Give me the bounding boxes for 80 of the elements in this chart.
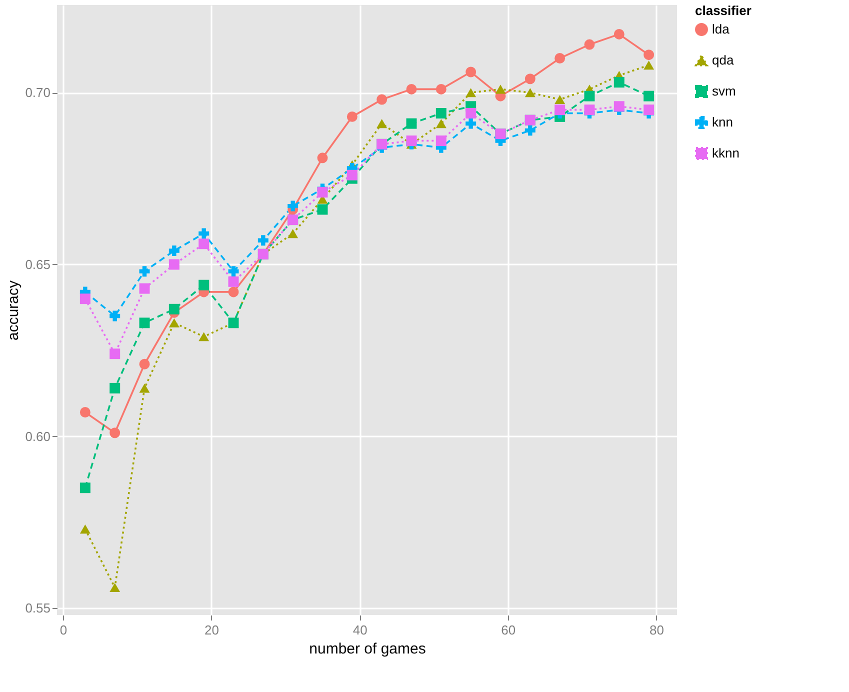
point: [406, 118, 417, 129]
x-tick-label: 40: [352, 622, 368, 638]
point: [436, 108, 446, 118]
point: [614, 28, 624, 40]
legend-title: classifier: [695, 3, 752, 18]
point: [644, 60, 654, 70]
x-tick-label: 0: [60, 622, 68, 638]
point: [554, 94, 566, 104]
legend-label: kknn: [712, 146, 740, 160]
point: [80, 294, 90, 304]
point: [524, 74, 536, 84]
point: [110, 382, 120, 394]
point: [436, 119, 446, 128]
point: [584, 104, 595, 116]
point: [228, 286, 239, 298]
x-tick-label: 60: [501, 622, 516, 638]
point: [139, 358, 150, 370]
point: [466, 88, 476, 98]
point: [139, 384, 150, 393]
point: [198, 280, 210, 290]
legend-label: svm: [712, 84, 736, 98]
point: [466, 66, 476, 78]
y-axis-title: accuracy: [5, 280, 22, 341]
point: [554, 53, 566, 64]
point: [139, 266, 150, 277]
legend-label: lda: [712, 22, 730, 36]
point: [644, 104, 654, 116]
point: [168, 245, 180, 256]
point: [258, 235, 268, 246]
point: [376, 119, 388, 128]
point: [168, 318, 180, 328]
point: [80, 482, 90, 494]
point: [317, 152, 328, 164]
point: [466, 108, 476, 118]
point: [495, 84, 506, 94]
point: [346, 170, 358, 180]
point: [110, 348, 120, 360]
point: [524, 125, 536, 136]
x-tick-label: 20: [204, 622, 219, 638]
point: [376, 94, 388, 105]
point: [584, 90, 595, 102]
point: [346, 111, 358, 122]
point: [614, 101, 624, 112]
point: [139, 318, 150, 328]
x-axis-title: number of games: [309, 640, 426, 658]
point: [436, 84, 446, 94]
point: [524, 88, 536, 98]
point: [198, 228, 210, 239]
point: [80, 524, 90, 534]
y-tick-label: 0.65: [25, 256, 50, 272]
point: [644, 90, 654, 102]
point: [317, 187, 328, 198]
point: [406, 84, 417, 94]
point: [110, 428, 120, 438]
y-tick-label: 0.60: [25, 428, 50, 444]
point: [168, 304, 180, 314]
point: [406, 136, 417, 146]
point: [436, 136, 446, 146]
legend-label: qda: [712, 52, 734, 68]
point: [228, 266, 239, 277]
y-tick-label: 0.70: [25, 85, 50, 100]
point: [466, 118, 476, 129]
point: [288, 228, 298, 238]
point: [198, 332, 210, 342]
point: [584, 39, 595, 50]
point: [139, 283, 150, 294]
point: [110, 310, 120, 322]
point: [198, 238, 210, 250]
point: [80, 407, 90, 418]
y-tick-label: 0.55: [25, 600, 50, 616]
point: [614, 77, 624, 88]
point: [110, 582, 120, 592]
point: [554, 104, 566, 116]
point: [644, 50, 654, 60]
point: [168, 259, 180, 270]
x-tick-label: 80: [650, 622, 664, 638]
legend-label: knn: [712, 114, 733, 130]
point: [288, 200, 298, 212]
point: [228, 276, 239, 287]
point: [317, 204, 328, 215]
